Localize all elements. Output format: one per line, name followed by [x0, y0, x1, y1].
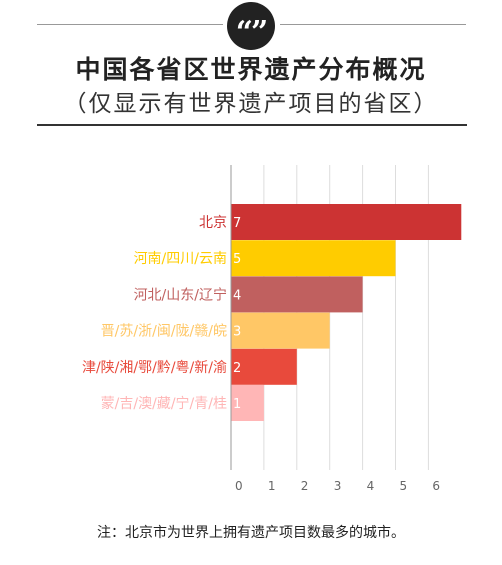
- bar-value-label: 7: [233, 216, 241, 231]
- x-tick-label: 2: [301, 479, 309, 493]
- bar: [231, 348, 297, 385]
- x-tick-label: 4: [367, 479, 375, 493]
- bar-value-label: 4: [233, 288, 241, 303]
- x-tick-label: 1: [268, 479, 276, 493]
- title-underline: [37, 124, 467, 126]
- bar: [231, 276, 363, 313]
- category-label: 蒙/吉/澳/藏/宁/青/桂: [101, 395, 227, 412]
- x-tick-label: 5: [399, 479, 407, 493]
- category-label: 河北/山东/辽宁: [134, 286, 227, 303]
- category-label: 晋/苏/浙/闽/陇/赣/皖: [101, 324, 227, 340]
- quote-icon: “”: [227, 2, 275, 50]
- chart-subtitle: （仅显示有世界遗产项目的省区）: [63, 91, 439, 117]
- bar-value-label: 3: [233, 325, 241, 340]
- chart-title: 中国各省区世界遗产分布概况: [75, 55, 427, 84]
- bar: [231, 204, 462, 240]
- footnote: 注：北京市为世界上拥有遗产项目数最多的城市。: [97, 525, 405, 541]
- bar-value-label: 5: [233, 252, 241, 267]
- x-tick-label: 3: [334, 479, 342, 493]
- header-rule-right: [280, 24, 466, 25]
- bar-chart: 7 北京 5 河南/四川/云南 4 河北/山东/辽宁 3 晋/苏/浙/闽/陇/赣/皖 2 津/陕/…: [82, 165, 462, 493]
- bar: [231, 240, 396, 277]
- x-tick-label: 0: [235, 479, 243, 493]
- bar-value-label: 2: [233, 361, 241, 376]
- bar: [231, 385, 264, 421]
- category-label: 津/陕/湘/鄂/黔/粤/新/渝: [82, 360, 227, 376]
- category-label: 北京: [199, 215, 227, 231]
- category-label: 河南/四川/云南: [134, 251, 227, 267]
- header-rule-left: [37, 24, 223, 25]
- x-tick-label: 6: [432, 479, 440, 493]
- bar: [231, 312, 330, 349]
- bar-value-label: 1: [233, 397, 241, 412]
